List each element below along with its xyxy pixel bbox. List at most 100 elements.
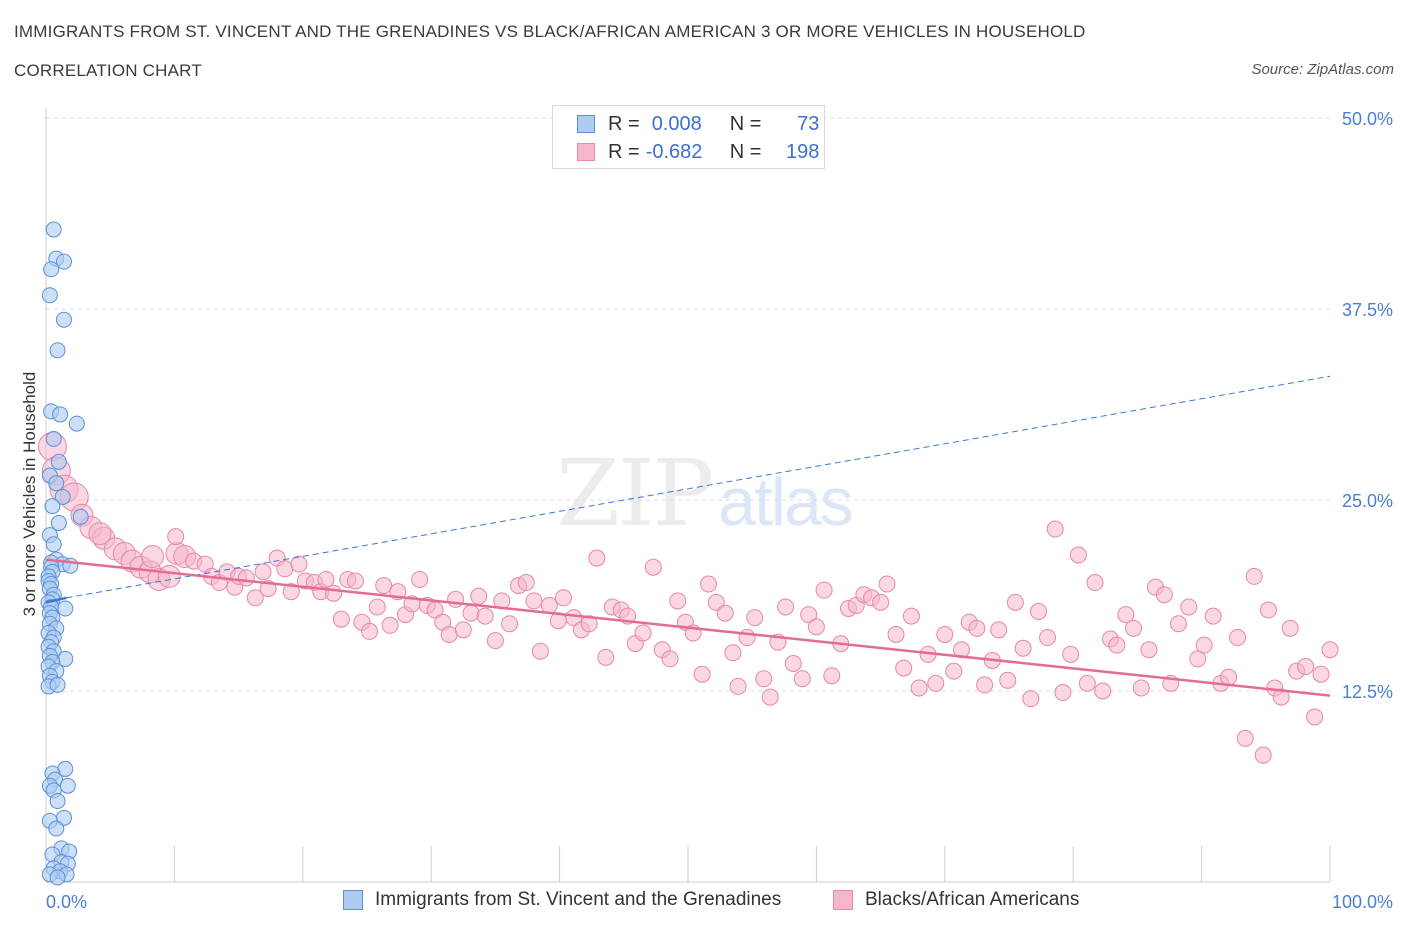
data-point-blacks-african-americans [540,596,558,614]
data-point-blacks-african-americans [999,671,1017,689]
x-tick-label: 0.0% [46,892,87,912]
data-point-st-vincent-immigrants [55,311,72,328]
data-point-blacks-african-americans [1155,586,1173,604]
data-point-st-vincent-immigrants [49,676,66,693]
data-point-blacks-african-americans [1281,619,1299,637]
data-point-blacks-african-americans [815,581,833,599]
data-point-blacks-african-americans [936,625,954,643]
correlation-legend: R = 0.008 N = 73 R = -0.682 N = 198 [552,105,825,169]
data-point-blacks-african-americans [1259,601,1277,619]
data-point-blacks-african-americans [1297,658,1315,676]
data-point-blacks-african-americans [1189,650,1207,668]
data-point-blacks-african-americans [1306,708,1324,726]
data-point-blacks-african-americans [486,632,504,650]
data-point-blacks-african-americans [501,615,519,633]
data-point-blacks-african-americans [927,674,945,692]
data-point-st-vincent-immigrants [54,488,71,505]
data-point-blacks-african-americans [167,528,185,546]
data-point-st-vincent-immigrants [48,820,65,837]
data-point-blacks-african-americans [1169,615,1187,633]
data-point-blacks-african-americans [1236,729,1254,747]
legend-n-value-series1: 73 [797,112,820,135]
data-point-blacks-african-americans [290,555,308,573]
legend-r-label: R = [608,140,640,163]
data-point-blacks-african-americans [1220,668,1238,686]
data-point-st-vincent-immigrants [55,253,72,270]
data-point-blacks-african-americans [88,522,112,546]
data-point-st-vincent-immigrants [50,514,67,531]
source-credit: Source: ZipAtlas.com [1251,61,1394,78]
data-point-st-vincent-immigrants [44,498,61,515]
data-point-st-vincent-immigrants [49,869,66,886]
data-point-blacks-african-americans [990,621,1008,639]
data-point-blacks-african-americans [693,665,711,683]
data-point-blacks-african-americans [872,593,890,611]
data-point-blacks-african-americans [793,670,811,688]
data-point-blacks-african-americans [346,572,364,590]
watermark: ZIPatlas [556,440,854,547]
data-point-blacks-african-americans [317,570,335,588]
data-point-blacks-african-americans [157,564,181,588]
legend-row-series1: R = 0.008 N = 73 [577,112,819,136]
bottom-legend-label-series2: Blacks/African Americans [865,889,1080,910]
data-point-st-vincent-immigrants [45,221,62,238]
data-point-blacks-african-americans [332,610,350,628]
data-point-blacks-african-americans [141,545,165,569]
data-point-blacks-african-americans [902,607,920,625]
data-point-blacks-african-americans [1321,641,1339,659]
data-point-blacks-african-americans [1125,619,1143,637]
data-point-blacks-african-americans [1140,641,1158,659]
data-point-blacks-african-americans [661,650,679,668]
data-point-blacks-african-americans [361,622,379,640]
data-point-blacks-african-americans [411,570,429,588]
data-point-blacks-african-americans [700,575,718,593]
data-point-blacks-african-americans [807,618,825,636]
data-point-blacks-african-americans [565,609,583,627]
data-point-st-vincent-immigrants [52,406,69,423]
data-point-st-vincent-immigrants [49,342,66,359]
data-point-blacks-african-americans [381,616,399,634]
bottom-legend-swatch-blue [343,890,363,910]
data-point-blacks-african-americans [895,659,913,677]
data-point-st-vincent-immigrants [59,777,76,794]
legend-swatch-blue [577,115,595,133]
data-point-blacks-african-americans [738,629,756,647]
data-point-blacks-african-americans [447,590,465,608]
data-point-blacks-african-americans [237,569,255,587]
trend-line-st-vincent [45,596,67,604]
data-point-st-vincent-immigrants [48,475,65,492]
bottom-legend-series2: Blacks/African Americans [833,889,1079,911]
data-point-st-vincent-immigrants [72,508,89,525]
data-point-blacks-african-americans [777,598,795,616]
data-point-st-vincent-immigrants [50,453,67,470]
data-point-st-vincent-immigrants [68,415,85,432]
data-point-st-vincent-immigrants [45,430,62,447]
data-point-blacks-african-americans [325,584,343,602]
data-point-blacks-african-americans [588,549,606,567]
data-point-blacks-african-americans [368,598,386,616]
legend-n-value-series2: 198 [786,140,820,163]
data-point-st-vincent-immigrants [45,536,62,553]
data-point-blacks-african-americans [1039,629,1057,647]
bottom-legend-label-series1: Immigrants from St. Vincent and the Gren… [375,889,782,910]
data-point-blacks-african-americans [525,592,543,610]
data-point-blacks-african-americans [1117,606,1135,624]
data-point-blacks-african-americans [910,679,928,697]
y-axis-label: 3 or more Vehicles in Household [20,371,39,617]
data-point-blacks-african-americans [1086,574,1104,592]
data-point-blacks-african-americans [669,592,687,610]
x-tick-label: 100.0% [1332,892,1393,912]
watermark-atlas: atlas [718,464,854,540]
data-point-blacks-african-americans [462,604,480,622]
data-point-blacks-african-americans [375,577,393,595]
data-point-blacks-african-americans [1014,639,1032,657]
y-tick-label: 25.0% [1342,491,1393,511]
y-tick-label: 12.5% [1342,682,1393,702]
data-point-blacks-african-americans [517,574,535,592]
legend-r-value-series1: 0.008 [651,112,702,135]
data-point-blacks-african-americans [580,615,598,633]
chart-title: IMMIGRANTS FROM ST. VINCENT AND THE GREN… [14,22,1086,41]
data-point-blacks-african-americans [823,667,841,685]
data-point-blacks-african-americans [1094,682,1112,700]
